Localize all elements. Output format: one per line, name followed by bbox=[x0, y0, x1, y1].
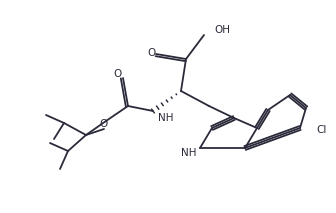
Text: NH: NH bbox=[158, 113, 173, 123]
Text: OH: OH bbox=[214, 25, 230, 35]
Text: O: O bbox=[147, 48, 155, 58]
Text: Cl: Cl bbox=[316, 125, 326, 135]
Text: O: O bbox=[99, 119, 107, 129]
Text: NH: NH bbox=[181, 148, 197, 158]
Text: O: O bbox=[113, 69, 121, 79]
